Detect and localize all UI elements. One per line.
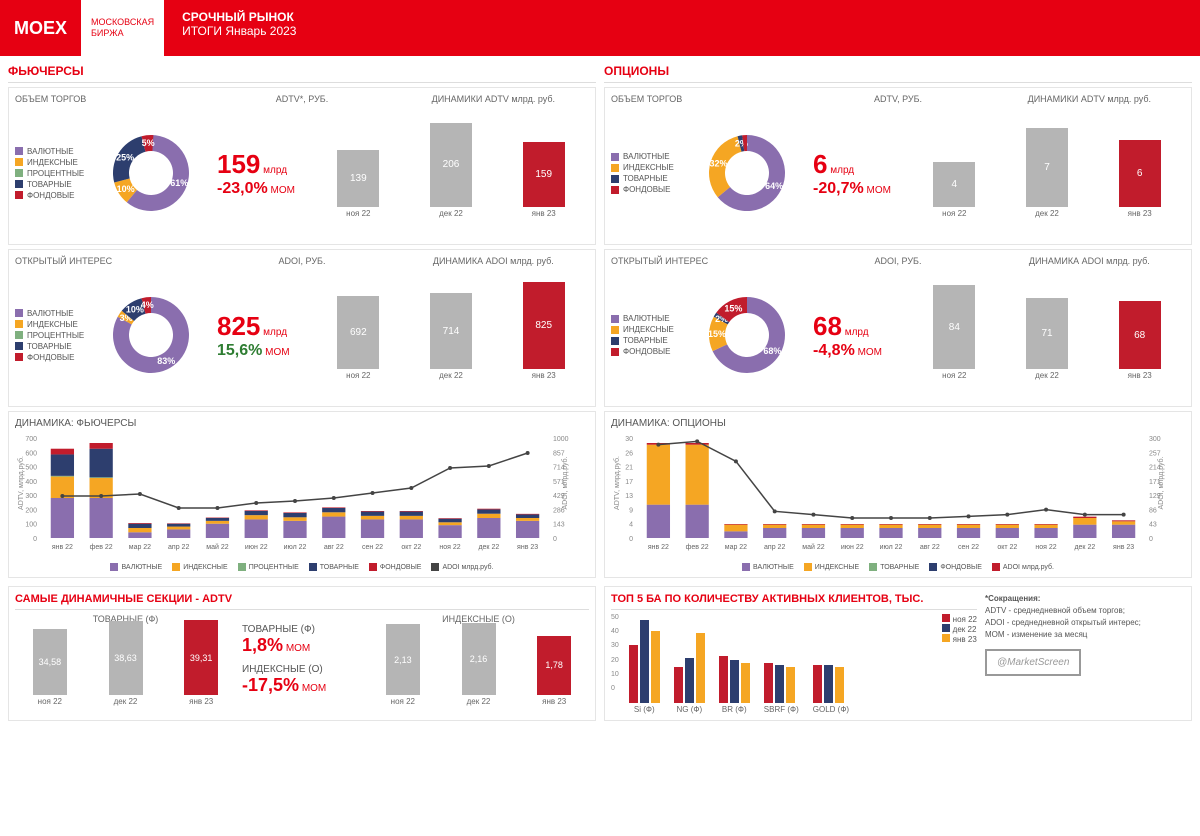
- svg-text:1000: 1000: [553, 436, 569, 443]
- svg-text:авг 22: авг 22: [324, 544, 344, 551]
- svg-text:32%: 32%: [709, 159, 727, 169]
- svg-text:5%: 5%: [142, 138, 155, 148]
- options-dynamics-panel: ДИНАМИКА: ОПЦИОНЫ00443986131291717121214…: [604, 411, 1192, 578]
- svg-text:июн 22: июн 22: [841, 544, 864, 551]
- bottom-adtv-panel: САМЫЕ ДИНАМИЧНЫЕ СЕКЦИИ - ADTV ТОВАРНЫЕ …: [8, 586, 596, 721]
- svg-text:дек 22: дек 22: [478, 544, 499, 551]
- svg-text:21: 21: [625, 465, 633, 472]
- svg-text:68%: 68%: [763, 346, 781, 356]
- svg-text:ADTV, млрд.руб.: ADTV, млрд.руб.: [613, 456, 621, 510]
- svg-text:64%: 64%: [765, 181, 783, 191]
- svg-text:25%: 25%: [116, 153, 134, 163]
- svg-text:86: 86: [1149, 507, 1157, 514]
- svg-text:апр 22: апр 22: [168, 544, 189, 551]
- svg-text:ADTV, млрд.руб.: ADTV, млрд.руб.: [17, 456, 25, 510]
- svg-text:857: 857: [553, 450, 565, 457]
- svg-text:143: 143: [553, 522, 565, 529]
- svg-text:янв 23: янв 23: [1113, 544, 1134, 551]
- logo-subtitle: МОСКОВСКАЯ БИРЖА: [81, 0, 164, 56]
- svg-text:апр 22: апр 22: [764, 544, 785, 551]
- svg-text:май 22: май 22: [206, 543, 228, 551]
- futures-dynamics-panel: ДИНАМИКА: ФЬЮЧЕРСЫ0010014320028630042940…: [8, 411, 596, 578]
- svg-text:17: 17: [625, 479, 633, 486]
- svg-text:300: 300: [1149, 436, 1161, 443]
- svg-text:30: 30: [625, 436, 633, 443]
- section-options: ОПЦИОНЫ: [604, 64, 1192, 83]
- svg-text:окт 22: окт 22: [997, 544, 1017, 551]
- header: MOEX МОСКОВСКАЯ БИРЖА СРОЧНЫЙ РЫНОК ИТОГ…: [0, 0, 1200, 56]
- futures-adoi-panel: ОТКРЫТЫЙ ИНТЕРЕСADOI, РУБ.ДИНАМИКА ADOI …: [8, 249, 596, 407]
- futures-adtv-panel: ОБЪЕМ ТОРГОВADTV*, РУБ.ДИНАМИКИ ADTV млр…: [8, 87, 596, 245]
- svg-text:июл 22: июл 22: [880, 544, 903, 551]
- svg-text:43: 43: [1149, 522, 1157, 529]
- svg-text:ноя 22: ноя 22: [1035, 544, 1056, 551]
- options-adoi-panel: ОТКРЫТЫЙ ИНТЕРЕСADOI, РУБ.ДИНАМИКА ADOI …: [604, 249, 1192, 407]
- svg-text:13: 13: [625, 493, 633, 500]
- svg-text:9: 9: [629, 507, 633, 514]
- bottom-top5-panel: ТОП 5 БА ПО КОЛИЧЕСТВУ АКТИВНЫХ КЛИЕНТОВ…: [604, 586, 1192, 721]
- svg-text:200: 200: [25, 507, 37, 514]
- svg-text:янв 23: янв 23: [517, 544, 538, 551]
- svg-text:май 22: май 22: [802, 543, 824, 551]
- svg-text:61%: 61%: [170, 178, 188, 188]
- svg-text:15%: 15%: [708, 329, 726, 339]
- svg-text:0: 0: [1149, 536, 1153, 543]
- svg-text:0: 0: [553, 536, 557, 543]
- svg-text:сен 22: сен 22: [958, 544, 979, 551]
- svg-text:4: 4: [629, 522, 633, 529]
- svg-text:ноя 22: ноя 22: [439, 544, 460, 551]
- svg-text:авг 22: авг 22: [920, 544, 940, 551]
- title-bar: СРОЧНЫЙ РЫНОК ИТОГИ Январь 2023: [164, 0, 1200, 56]
- svg-text:фев 22: фев 22: [686, 544, 709, 551]
- svg-text:4%: 4%: [141, 300, 154, 310]
- svg-text:июл 22: июл 22: [284, 544, 307, 551]
- svg-text:фев 22: фев 22: [90, 544, 113, 551]
- section-futures: ФЬЮЧЕРСЫ: [8, 64, 596, 83]
- svg-text:600: 600: [25, 450, 37, 457]
- svg-text:мар 22: мар 22: [725, 544, 747, 551]
- svg-text:700: 700: [25, 436, 37, 443]
- svg-text:500: 500: [25, 465, 37, 472]
- svg-text:сен 22: сен 22: [362, 544, 383, 551]
- svg-text:дек 22: дек 22: [1074, 544, 1095, 551]
- options-adtv-panel: ОБЪЕМ ТОРГОВADTV, РУБ.ДИНАМИКИ ADTV млрд…: [604, 87, 1192, 245]
- svg-text:26: 26: [625, 450, 633, 457]
- svg-text:окт 22: окт 22: [401, 544, 421, 551]
- svg-text:15%: 15%: [724, 303, 742, 313]
- svg-text:100: 100: [25, 522, 37, 529]
- svg-text:янв 22: янв 22: [52, 544, 73, 551]
- svg-text:0: 0: [33, 536, 37, 543]
- svg-text:83%: 83%: [157, 356, 175, 366]
- svg-text:июн 22: июн 22: [245, 544, 268, 551]
- svg-text:0: 0: [629, 536, 633, 543]
- svg-text:янв 22: янв 22: [648, 544, 669, 551]
- svg-text:300: 300: [25, 493, 37, 500]
- logo: MOEX: [0, 0, 81, 56]
- svg-text:10%: 10%: [117, 184, 135, 194]
- svg-text:400: 400: [25, 479, 37, 486]
- svg-text:ADOI, млрд.руб.: ADOI, млрд.руб.: [561, 456, 569, 509]
- svg-text:257: 257: [1149, 450, 1161, 457]
- svg-text:мар 22: мар 22: [129, 544, 151, 551]
- svg-text:ADOI, млрд.руб.: ADOI, млрд.руб.: [1157, 456, 1165, 509]
